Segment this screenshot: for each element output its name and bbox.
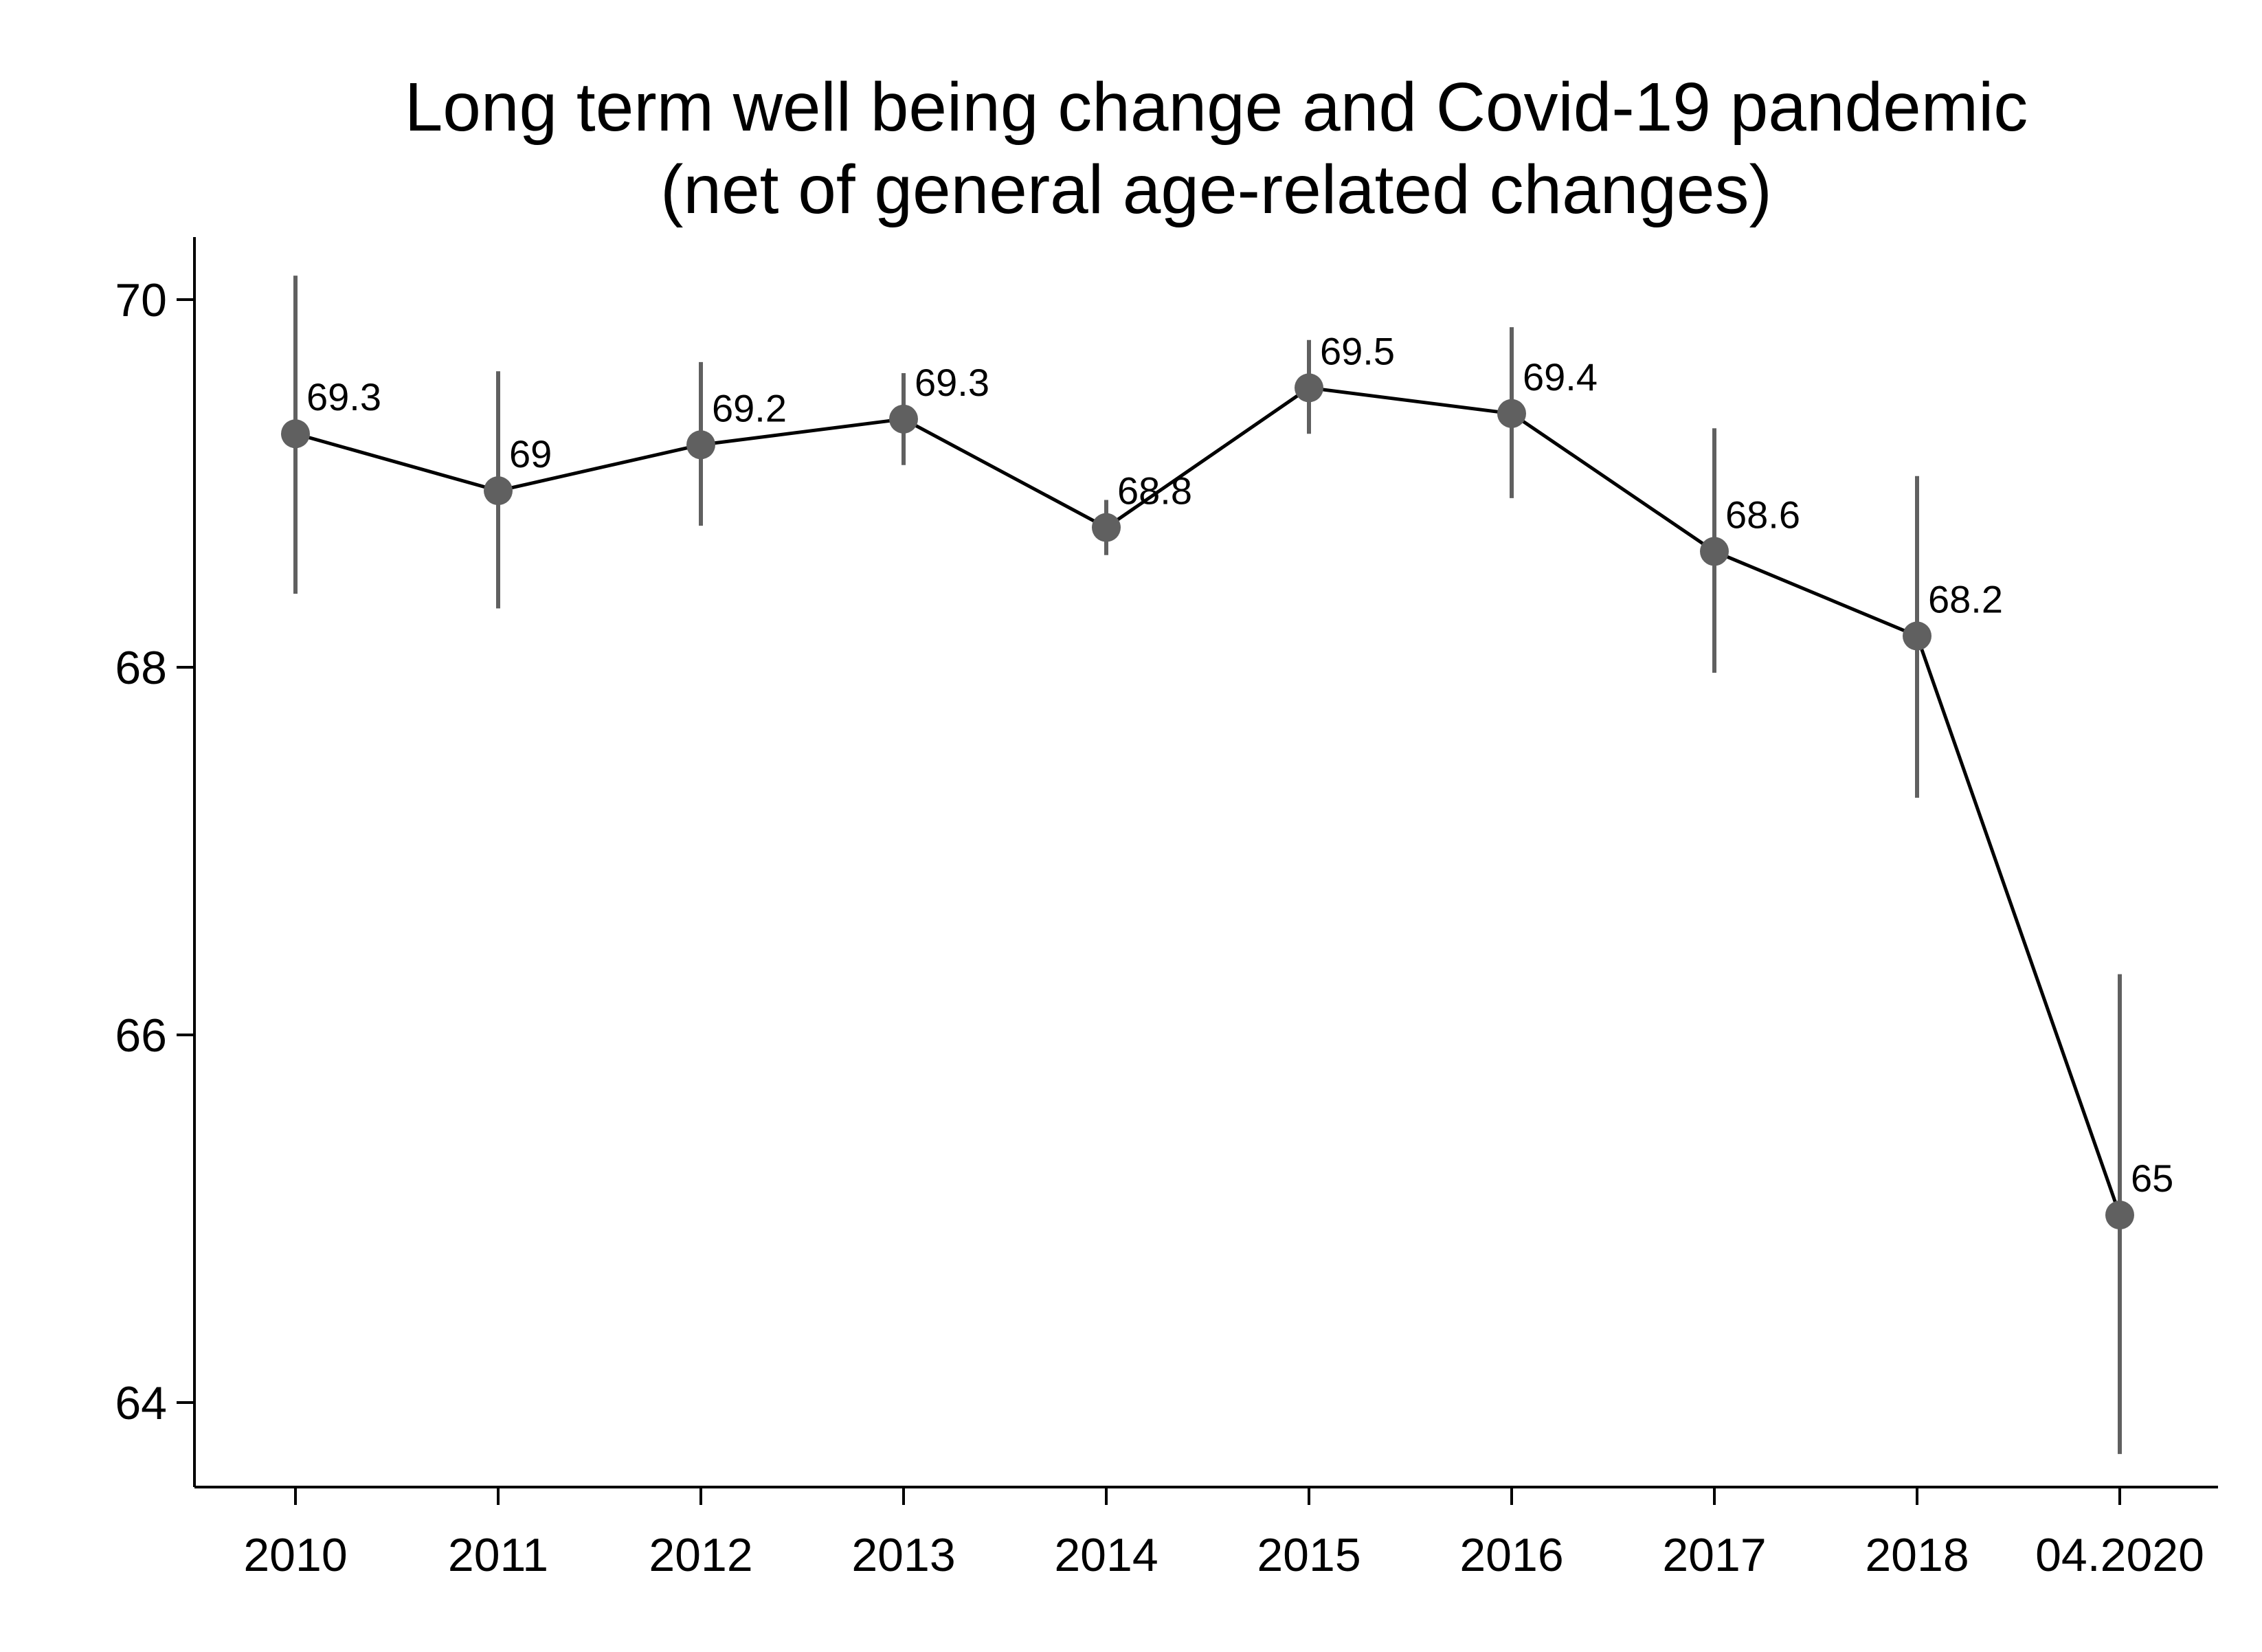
data-point <box>484 476 513 506</box>
x-tick-label: 2017 <box>1662 1529 1766 1581</box>
data-label: 69.5 <box>1320 329 1395 372</box>
y-axis-ticks: 64 66 68 70 <box>115 274 194 1429</box>
axes <box>193 237 2218 1488</box>
data-point <box>686 430 715 460</box>
data-point <box>1497 399 1526 428</box>
x-tick-label: 2014 <box>1054 1529 1158 1581</box>
data-label: 65 <box>2131 1157 2173 1200</box>
y-tick-label: 68 <box>115 642 167 694</box>
data-label: 68.6 <box>1725 493 1800 536</box>
data-point <box>281 419 310 449</box>
data-label: 69.3 <box>306 375 381 418</box>
x-tick-label: 2012 <box>649 1529 752 1581</box>
y-tick-label: 66 <box>115 1009 167 1062</box>
data-label: 69 <box>509 432 552 476</box>
data-label: 69.4 <box>1523 355 1598 399</box>
data-point <box>1092 513 1121 542</box>
data-labels: 69.3 69 69.2 69.3 68.8 69.5 69.4 68.6 68.2 65 <box>306 329 2173 1200</box>
x-tick-label: 04.2020 <box>2035 1529 2204 1581</box>
data-point <box>1903 621 1931 651</box>
data-point <box>1295 373 1323 403</box>
data-point <box>889 404 918 434</box>
data-label: 69.3 <box>915 361 989 404</box>
chart-title: Long term well being change and Covid-19… <box>405 69 2028 228</box>
y-tick-label: 64 <box>115 1377 167 1429</box>
x-tick-label: 2015 <box>1257 1529 1360 1581</box>
data-label: 68.2 <box>1928 577 2003 621</box>
series-line-group <box>295 386 2122 1216</box>
series-line <box>295 386 2122 1216</box>
x-tick-label: 2013 <box>851 1529 955 1581</box>
x-tick-label: 2016 <box>1459 1529 1563 1581</box>
data-points <box>281 373 2134 1230</box>
x-axis-ticks: 2010 2011 2012 2013 2014 2015 2016 2017 2018 04.2… <box>243 1487 2204 1581</box>
x-tick-label: 2018 <box>1865 1529 1969 1581</box>
y-tick-label: 70 <box>115 274 167 326</box>
x-tick-label: 2011 <box>448 1529 548 1581</box>
chart-title-line-2: (net of general age-related changes) <box>660 151 1772 228</box>
data-label: 69.2 <box>712 386 787 429</box>
data-point <box>2105 1201 2134 1230</box>
data-point <box>1700 537 1729 566</box>
chart-title-line-1: Long term well being change and Covid-19… <box>405 69 2028 146</box>
data-label: 68.8 <box>1117 469 1192 513</box>
confidence-intervals <box>293 276 2122 1454</box>
x-tick-label: 2010 <box>243 1529 347 1581</box>
